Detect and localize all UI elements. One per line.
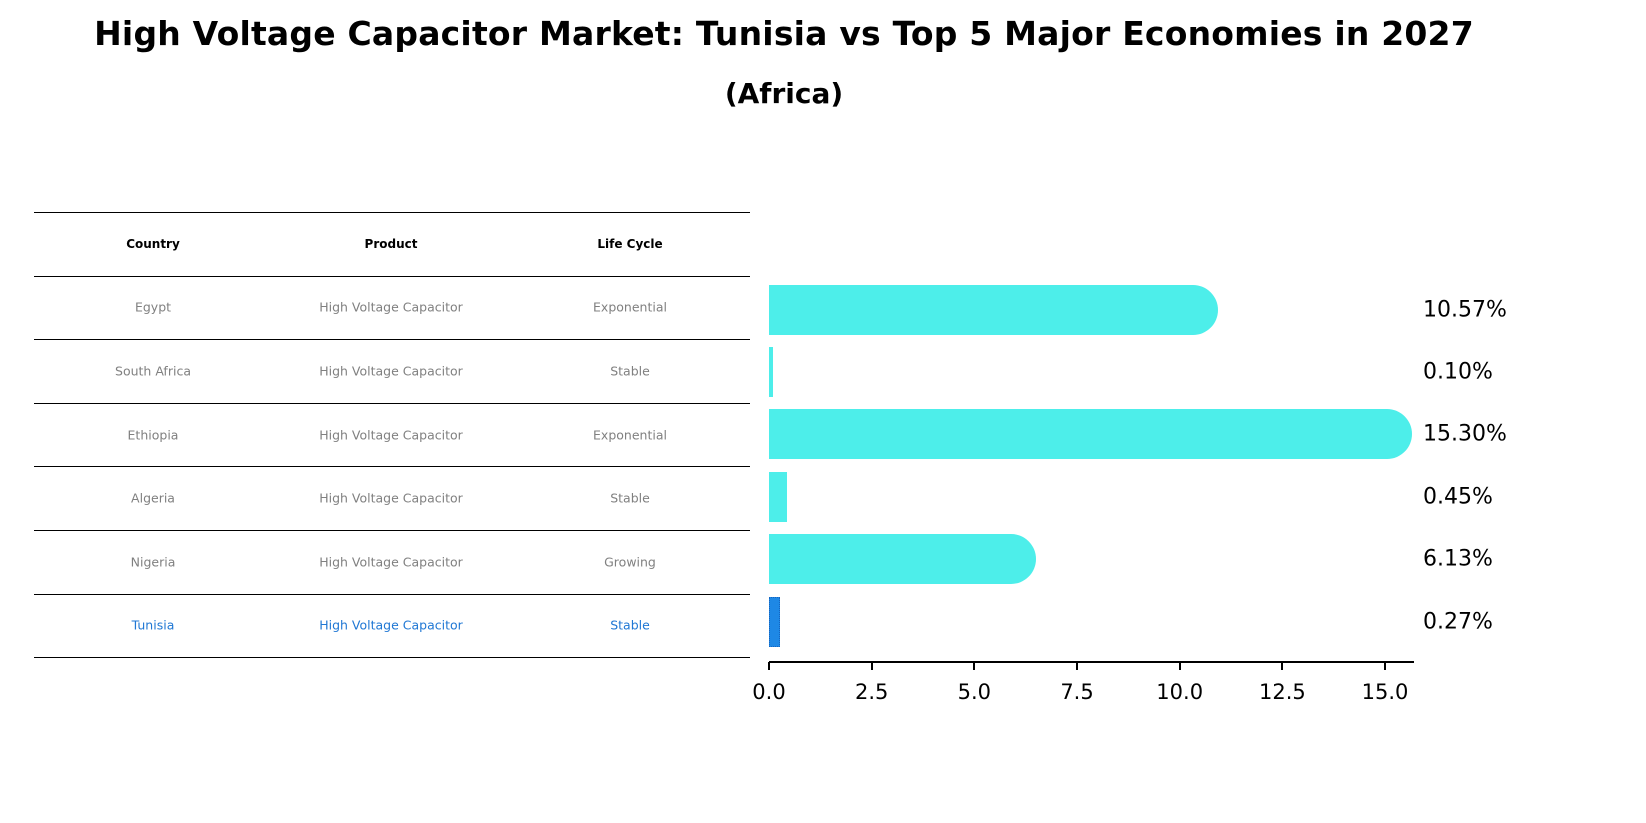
value-label: 6.13% — [1423, 546, 1493, 572]
value-label: 10.57% — [1423, 297, 1507, 323]
bar-nigeria — [769, 534, 1036, 584]
table-divider — [34, 530, 750, 531]
x-tick-label: 15.0 — [1361, 680, 1409, 704]
table-cell-life-cycle: Stable — [610, 617, 650, 633]
table-cell-product: High Voltage Capacitor — [319, 554, 463, 570]
table-cell-country: Algeria — [131, 490, 175, 506]
x-tick — [768, 662, 770, 670]
x-tick — [1384, 662, 1387, 670]
chart-subtitle: (Africa) — [724, 77, 844, 110]
bar-egypt — [769, 285, 1219, 335]
table-header-product: Product — [364, 236, 418, 251]
table-cell-life-cycle: Exponential — [593, 299, 667, 315]
table-cell-life-cycle: Stable — [610, 363, 650, 379]
chart-title: High Voltage Capacitor Market: Tunisia v… — [94, 14, 1474, 53]
value-label: 0.27% — [1423, 609, 1493, 635]
bar-south-africa — [769, 347, 774, 397]
value-label: 0.10% — [1423, 359, 1493, 385]
table-cell-country: Ethiopia — [127, 427, 179, 443]
table-cell-life-cycle: Growing — [604, 554, 656, 570]
table-divider — [34, 339, 750, 341]
x-tick-label: 0.0 — [752, 680, 786, 704]
table-divider — [34, 593, 750, 595]
table-cell-product: High Voltage Capacitor — [319, 299, 463, 315]
x-tick — [1076, 662, 1079, 670]
x-tick-label: 2.5 — [854, 680, 889, 704]
bar-tunisia — [769, 597, 781, 647]
table-divider — [34, 402, 750, 404]
table-cell-country: Tunisia — [131, 617, 175, 633]
table-header-country: Country — [126, 236, 180, 251]
table-cell-product: High Voltage Capacitor — [319, 363, 463, 379]
table-cell-product: High Voltage Capacitor — [319, 617, 463, 633]
x-tick — [870, 662, 873, 670]
x-axis-line — [769, 661, 1414, 663]
table-cell-product: High Voltage Capacitor — [319, 490, 463, 506]
x-tick — [973, 662, 976, 670]
x-tick — [1178, 662, 1181, 670]
value-label: 0.45% — [1423, 484, 1493, 510]
x-tick-label: 10.0 — [1156, 680, 1204, 704]
x-tick-label: 5.0 — [957, 680, 992, 704]
table-cell-country: South Africa — [115, 363, 191, 379]
table-divider — [34, 275, 750, 277]
x-tick-label: 7.5 — [1060, 680, 1094, 704]
bar-algeria — [769, 472, 788, 522]
x-tick — [1281, 662, 1284, 670]
table-header-life-cycle: Life Cycle — [597, 236, 663, 251]
table-cell-country: Egypt — [134, 299, 172, 315]
table-cell-product: High Voltage Capacitor — [319, 427, 463, 443]
table-divider — [34, 212, 750, 213]
value-label: 15.30% — [1423, 421, 1507, 447]
table-divider — [34, 466, 750, 468]
table-cell-country: Nigeria — [130, 554, 176, 570]
table-divider — [34, 657, 750, 659]
table-cell-life-cycle: Stable — [610, 490, 650, 506]
bar-ethiopia — [769, 409, 1413, 459]
table-cell-life-cycle: Exponential — [593, 427, 667, 443]
x-tick-label: 12.5 — [1258, 680, 1306, 704]
